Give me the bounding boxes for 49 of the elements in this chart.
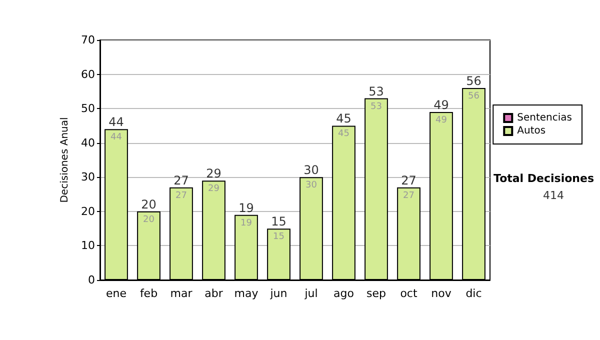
- total-label: 19: [238, 200, 254, 215]
- total-label: 44: [108, 115, 124, 130]
- total-label: 53: [368, 84, 384, 98]
- data-label: 30: [306, 180, 318, 191]
- x-tick-label: oct: [400, 287, 418, 300]
- total-label: 27: [174, 173, 189, 188]
- y-axis-title: Decisiones Anual: [60, 117, 71, 203]
- text: 414: [543, 189, 564, 202]
- data-label: 27: [403, 190, 414, 201]
- data-label: 19: [240, 218, 252, 228]
- x-tick-label: jun: [269, 287, 288, 300]
- y-tick-label: 30: [81, 170, 95, 184]
- y-tick-label: 60: [81, 68, 95, 81]
- x-tick-label: ago: [334, 287, 354, 300]
- x-tick-label: ene: [106, 287, 127, 300]
- text: Total Decisiones: [494, 172, 594, 185]
- data-label: 27: [176, 190, 187, 201]
- data-label: 45: [338, 129, 350, 140]
- x-tick-label: abr: [204, 287, 224, 300]
- y-tick-label: 40: [81, 136, 95, 150]
- x-tick-label: sep: [366, 287, 386, 300]
- legend-label: Sentencias: [517, 112, 572, 124]
- total-label: 45: [336, 112, 352, 126]
- total-label: 30: [304, 163, 319, 178]
- x-tick-label: mar: [170, 287, 193, 300]
- y-tick-label: 70: [81, 34, 95, 46]
- y-tick-label: 20: [81, 204, 95, 218]
- total-label: 15: [271, 214, 286, 229]
- legend-label: Autos: [517, 126, 546, 136]
- data-label: 56: [468, 92, 480, 102]
- y-tick-label: 0: [88, 274, 95, 286]
- data-label: 53: [370, 102, 382, 112]
- x-tick-label: may: [234, 287, 259, 300]
- x-tick-label: nov: [431, 287, 452, 300]
- x-tick-label: dic: [466, 287, 482, 300]
- total-label: 20: [141, 197, 156, 212]
- data-label: 15: [273, 232, 284, 242]
- y-tick-label: 50: [81, 102, 95, 116]
- total-label: 56: [466, 74, 482, 88]
- x-tick-label: jul: [304, 287, 318, 300]
- total-label: 49: [434, 98, 449, 112]
- data-label: 20: [143, 214, 155, 225]
- data-label: 49: [436, 116, 448, 126]
- total-label: 29: [206, 166, 222, 181]
- data-label: 29: [208, 184, 220, 194]
- data-label: 44: [110, 132, 122, 143]
- x-tick-label: feb: [140, 287, 158, 300]
- y-tick-label: 10: [81, 239, 95, 252]
- total-label: 27: [401, 173, 416, 188]
